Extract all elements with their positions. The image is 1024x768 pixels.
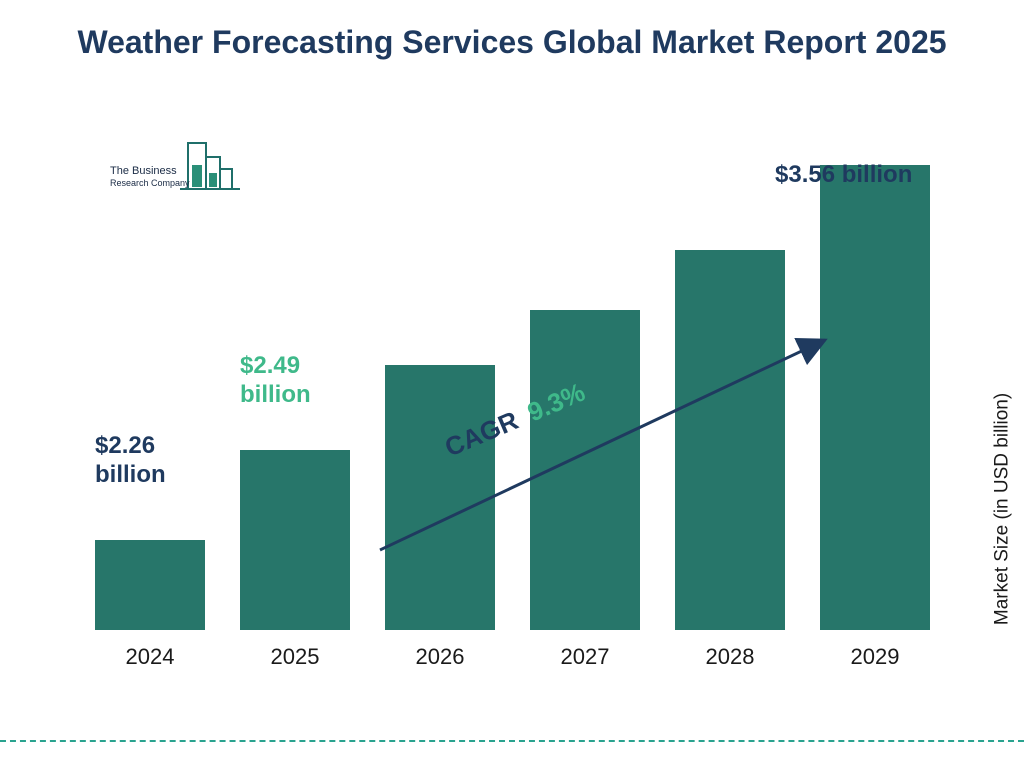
bottom-divider: [0, 740, 1024, 742]
bar: [820, 165, 930, 630]
bar: [240, 450, 350, 630]
bar: [530, 310, 640, 630]
y-axis-label: Market Size (in USD billion): [991, 393, 1013, 625]
chart-title: Weather Forecasting Services Global Mark…: [0, 0, 1024, 62]
bar: [385, 365, 495, 630]
x-axis-label: 2025: [240, 644, 350, 670]
bars-container: [95, 150, 935, 630]
x-axis-label: 2027: [530, 644, 640, 670]
x-axis-label: 2026: [385, 644, 495, 670]
x-axis-label: 2024: [95, 644, 205, 670]
bar: [675, 250, 785, 630]
value-label: $2.49billion: [240, 352, 311, 410]
value-label: $2.26billion: [95, 432, 166, 490]
x-axis-label: 2029: [820, 644, 930, 670]
bar-chart: 2024 2025 2026 2027 2028 2029 $2.26billion $2.…: [95, 150, 935, 690]
bar: [95, 540, 205, 630]
x-axis-label: 2028: [675, 644, 785, 670]
value-label: $3.56 billion: [775, 161, 912, 190]
